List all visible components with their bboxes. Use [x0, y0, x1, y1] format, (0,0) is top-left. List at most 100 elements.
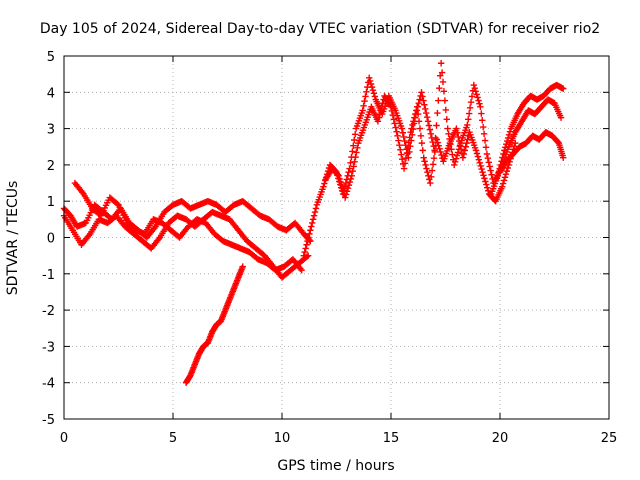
data-point — [335, 172, 342, 179]
data-point-interp — [411, 114, 418, 121]
data-point-interp — [430, 154, 438, 162]
data-point — [348, 172, 355, 179]
data-point-interp — [352, 153, 359, 161]
data-point — [300, 252, 307, 259]
y-tick-label: 5 — [47, 50, 55, 65]
data-point-interp — [438, 69, 446, 76]
data-point — [407, 129, 414, 136]
y-tick-label: -1 — [42, 268, 55, 283]
y-tick-label: 4 — [47, 86, 55, 101]
data-point-interp — [390, 116, 398, 123]
data-point — [394, 132, 401, 140]
data-point-interp — [363, 88, 370, 95]
data-point-interp — [426, 126, 434, 133]
data-point-interp — [422, 161, 429, 169]
data-point-interp — [435, 97, 442, 104]
data-point-interp — [423, 113, 431, 121]
data-point-interp — [398, 151, 405, 158]
data-layer — [60, 60, 567, 386]
series-sat-track-g — [492, 96, 565, 183]
data-point-interp — [481, 175, 488, 182]
data-point-interp — [477, 162, 484, 170]
series-sat-track-c — [71, 179, 305, 274]
data-point-interp — [424, 168, 431, 176]
data-point-interp — [474, 153, 482, 160]
data-point-interp — [349, 148, 356, 155]
y-tick-label: 0 — [47, 232, 55, 247]
data-point — [427, 179, 434, 187]
data-point-interp — [308, 223, 315, 230]
data-point-interp — [473, 91, 480, 98]
data-point-interp — [396, 141, 403, 149]
x-tick-label: 5 — [169, 431, 177, 446]
data-point-interp — [499, 180, 507, 187]
data-point-interp — [442, 106, 450, 114]
data-point-interp — [342, 191, 350, 198]
data-point-interp — [422, 109, 430, 117]
data-point-interp — [347, 159, 354, 167]
data-point-interp — [455, 133, 462, 141]
data-point-interp — [456, 137, 463, 145]
data-point-interp — [482, 178, 489, 185]
data-point-interp — [401, 137, 408, 145]
data-point-interp — [428, 167, 436, 174]
data-point-interp — [309, 216, 317, 223]
data-point-interp — [436, 145, 443, 153]
data-point-interp — [434, 139, 441, 146]
x-axis-label: GPS time / hours — [277, 458, 394, 474]
data-point-interp — [403, 149, 411, 157]
data-point — [239, 263, 246, 270]
data-point-interp — [409, 121, 416, 129]
data-point-interp — [451, 158, 459, 165]
data-point-interp — [337, 178, 344, 186]
data-point — [459, 154, 467, 161]
data-point-interp — [414, 110, 422, 118]
x-tick-label: 20 — [492, 431, 509, 446]
data-point-interp — [377, 107, 384, 114]
data-point-interp — [345, 181, 353, 189]
data-point — [453, 125, 460, 132]
data-point-interp — [465, 110, 473, 117]
data-point — [560, 154, 567, 161]
data-point-interp — [478, 165, 485, 173]
data-point-interp — [475, 97, 482, 104]
data-point-interp — [353, 149, 360, 156]
data-point-interp — [443, 116, 450, 123]
tick-layer: -5 -4 -3 -2 -1 0 1 2 3 4 5 0 5 10 15 20 25 — [42, 50, 617, 446]
data-point-interp — [483, 181, 490, 188]
chart-title: Day 105 of 2024, Sidereal Day-to-day VTE… — [40, 21, 600, 37]
data-point-interp — [460, 150, 468, 158]
data-point-interp — [463, 139, 470, 147]
data-point-interp — [345, 168, 352, 176]
data-point-interp — [302, 245, 309, 252]
data-point — [498, 183, 506, 190]
data-point-interp — [421, 158, 428, 165]
data-point-interp — [406, 134, 413, 141]
data-point-interp — [114, 200, 121, 207]
data-point-interp — [457, 146, 465, 153]
data-point — [400, 165, 408, 172]
data-point-interp — [476, 100, 483, 107]
data-point-interp — [502, 171, 510, 178]
series-sat-track-b — [60, 208, 312, 281]
data-point-interp — [408, 125, 415, 132]
data-point — [359, 107, 366, 114]
data-point-interp — [437, 148, 444, 156]
data-point — [320, 183, 327, 190]
x-tick-label: 15 — [383, 431, 400, 446]
data-point-interp — [479, 117, 486, 124]
data-point-interp — [429, 161, 437, 168]
data-point-interp — [368, 83, 376, 91]
data-point-interp — [378, 103, 385, 111]
data-point-interp — [468, 93, 476, 100]
data-point-interp — [401, 160, 409, 167]
data-point — [477, 103, 484, 111]
data-point-interp — [349, 167, 356, 175]
data-point-interp — [303, 241, 310, 248]
data-point-interp — [399, 155, 406, 163]
data-point-interp — [351, 131, 359, 138]
data-point-interp — [393, 128, 400, 135]
data-point-interp — [392, 124, 399, 131]
data-point — [342, 194, 349, 201]
